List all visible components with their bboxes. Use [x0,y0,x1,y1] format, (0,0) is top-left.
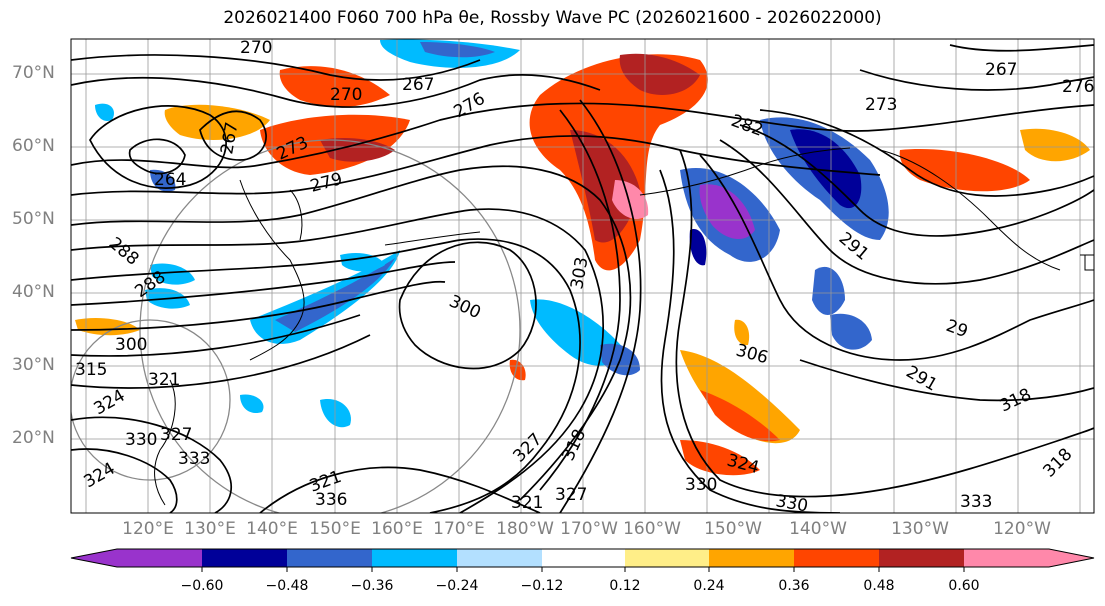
contour-label: 330 [774,491,809,516]
contour-label: 330 [125,430,157,450]
colorbar [70,548,1095,572]
colorbar-tick-label: −0.48 [265,578,309,594]
lon-label: 150°E [309,519,361,539]
lon-label: 160°E [371,519,423,539]
colorbar-cell [625,549,709,567]
colorbar-tick-label: −0.36 [350,578,394,594]
lon-label: 140°E [246,519,298,539]
contour-label: 333 [178,449,210,469]
lon-label: 120°E [122,519,174,539]
lon-label: 160°W [623,519,681,539]
contour-label: 276 [1062,77,1094,97]
map-title: 2026021400 F060 700 hPa θe, Rossby Wave … [223,8,882,28]
colorbar-cell [372,549,457,567]
colorbar-cell [794,549,879,567]
contour-label: 327 [555,485,587,505]
colorbar-tick-label: 0.48 [863,578,895,594]
colorbar-cell [71,549,117,567]
colorbar-tick-label: −0.12 [520,578,564,594]
colorbar-cell [542,549,625,567]
contour-label: 267 [402,75,434,95]
colorbar-tick-label: −0.24 [435,578,479,594]
contour-label: 270 [240,38,272,58]
contour-label: 264 [154,170,186,190]
colorbar-cell [879,549,964,567]
lat-label: 20°N [12,428,55,448]
graticule [71,39,1094,513]
contour-labels: 270 267 276 282 273 267 276 270 264 267 … [75,38,1094,516]
colorbar-cell [287,549,372,567]
lon-label: 120°W [993,519,1051,539]
tracking-circles [71,139,521,513]
lat-label: 60°N [12,136,55,156]
lon-label: 130°E [184,519,236,539]
colorbar-tick-label: 0.60 [948,578,980,594]
contour-label: 321 [148,370,180,390]
coastlines [154,147,1094,506]
contour-label: 333 [960,492,992,512]
contour-label: 315 [75,360,107,380]
colorbar-cell [202,549,287,567]
lon-label: 140°W [789,519,847,539]
colorbar-cell [709,549,794,567]
lon-label: 170°W [560,519,618,539]
map-body: 270 267 276 282 273 267 276 270 264 267 … [71,38,1094,516]
colorbar-tick-label: 0.24 [693,578,725,594]
contour-label: 300 [115,335,147,355]
lon-label: 150°W [704,519,762,539]
colorbar-cell [1049,549,1094,567]
colorbar-tick-label: 0.36 [778,578,810,594]
colorbar-outline [70,548,1095,568]
contour-label: 270 [330,85,362,105]
colorbar-cell [457,549,542,567]
theta-e-contours [71,44,1094,513]
contour-label: 273 [865,95,897,115]
colorbar-cell [964,549,1049,567]
lat-label: 40°N [12,282,55,302]
lat-label: 50°N [12,209,55,229]
colorbar-tick-label: 0.12 [609,578,641,594]
contour-label: 336 [315,490,347,510]
lon-label: 130°W [891,519,949,539]
map-frame [70,38,1095,514]
lat-label: 30°N [12,355,55,375]
lat-label: 70°N [12,63,55,83]
colorbar-tick-label: −0.60 [180,578,224,594]
anomaly-shading [75,39,1090,476]
colorbar-cell [117,549,202,567]
contour-label: 321 [511,493,543,513]
contour-label: 327 [160,425,192,445]
contour-label: 267 [985,60,1017,80]
contour-label: 330 [685,475,717,495]
lon-label: 170°E [433,519,485,539]
lon-label: 180°W [496,519,554,539]
